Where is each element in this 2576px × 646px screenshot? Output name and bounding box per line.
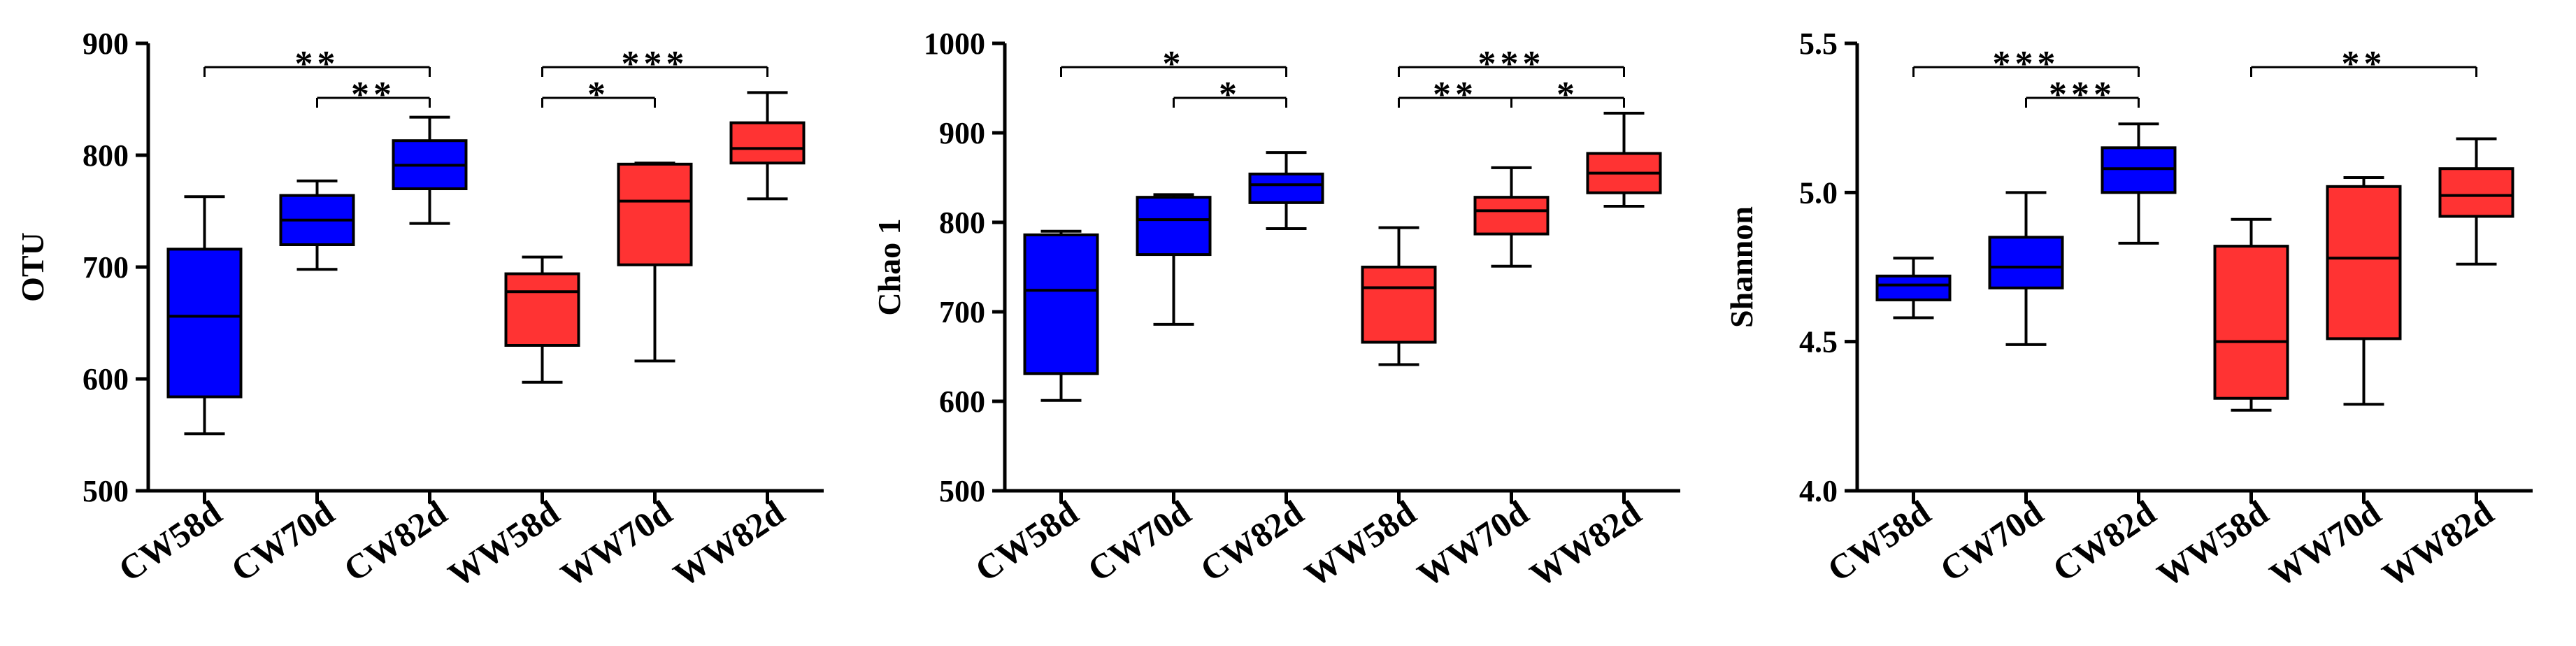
- significance-label: **: [2342, 44, 2387, 84]
- x-tick-label: WW82d: [1523, 493, 1648, 595]
- significance-label: **: [295, 44, 340, 84]
- box-cw70d: [1988, 191, 2064, 346]
- significance-bracket: *: [1173, 75, 1287, 115]
- box-ww82d: [729, 91, 806, 201]
- y-tick-label: 500: [83, 474, 129, 508]
- significance-label: ***: [1993, 44, 2060, 84]
- box-ww70d: [617, 162, 693, 363]
- significance-bracket: ***: [2025, 75, 2140, 115]
- box-cw58d: [166, 195, 243, 436]
- box-ww82d: [2438, 137, 2514, 266]
- box-ww82d: [1586, 111, 1662, 208]
- significance-label: **: [1433, 75, 1477, 115]
- iqr-box: [1136, 196, 1212, 257]
- y-axis-title: Shannon: [1724, 206, 1759, 328]
- significance-label: *: [1219, 75, 1241, 115]
- x-tick-label: WW70d: [554, 493, 679, 595]
- significance-bracket: ***: [1398, 44, 1625, 84]
- x-tick-label: WW58d: [2150, 493, 2275, 595]
- iqr-box: [1023, 233, 1099, 375]
- x-tick-label: CW82d: [2045, 493, 2162, 589]
- significance-bracket: *: [541, 75, 656, 115]
- y-tick-label: 900: [939, 116, 985, 150]
- x-tick-label: CW70d: [1080, 493, 1197, 589]
- x-tick-label: CW58d: [1820, 493, 1937, 589]
- y-tick-label: 5.5: [1799, 27, 1838, 61]
- panel-3: 4.04.55.05.5ShannonCW58dCW70dCW82dWW58dW…: [1724, 27, 2533, 595]
- iqr-box: [1361, 266, 1437, 344]
- y-tick-label: 700: [83, 250, 129, 285]
- x-tick-label: CW70d: [1933, 493, 2049, 589]
- iqr-box: [166, 247, 243, 399]
- iqr-box: [2438, 167, 2514, 218]
- box-cw58d: [1875, 257, 1952, 320]
- box-cw82d: [392, 115, 468, 225]
- iqr-box: [504, 272, 580, 347]
- x-tick-label: WW82d: [2375, 493, 2500, 595]
- y-tick-label: 5.0: [1799, 175, 1838, 210]
- x-tick-label: WW58d: [1298, 493, 1423, 595]
- box-cw82d: [1248, 151, 1324, 230]
- significance-label: ***: [1478, 44, 1545, 84]
- iqr-box: [1988, 236, 2064, 289]
- significance-bracket: **: [203, 44, 431, 84]
- y-tick-label: 4.5: [1799, 325, 1838, 359]
- box-ww58d: [1361, 226, 1437, 366]
- y-tick-label: 600: [83, 362, 129, 396]
- y-tick-label: 1000: [924, 27, 985, 61]
- y-tick-label: 800: [83, 138, 129, 173]
- iqr-box: [1875, 274, 1952, 301]
- box-cw82d: [2101, 122, 2177, 245]
- significance-bracket: **: [316, 75, 431, 115]
- x-tick-label: WW70d: [2263, 493, 2388, 595]
- x-tick-label: WW70d: [1410, 493, 1536, 595]
- significance-bracket: ***: [1912, 44, 2140, 84]
- panel-2: 500 600 700 800 900 1000 Chao 1 CW58dCW70dCW82d…: [871, 27, 1680, 595]
- significance-label: ***: [622, 44, 689, 84]
- y-tick-label: 900: [83, 27, 129, 61]
- x-tick-label: WW58d: [441, 493, 566, 595]
- x-tick-label: CW58d: [968, 493, 1085, 589]
- significance-label: *: [1557, 75, 1579, 115]
- iqr-box: [2101, 146, 2177, 194]
- x-tick-label: WW82d: [666, 493, 792, 595]
- box-cw70d: [1136, 193, 1212, 326]
- y-tick-label: 4.0: [1799, 474, 1838, 508]
- x-tick-label: CW82d: [1193, 493, 1310, 589]
- significance-label: *: [587, 75, 610, 115]
- x-tick-label: CW58d: [111, 493, 228, 589]
- y-tick-label: 600: [939, 385, 985, 419]
- box-ww58d: [2213, 217, 2289, 412]
- x-tick-label: CW70d: [224, 493, 341, 589]
- significance-bracket: *: [1510, 75, 1625, 115]
- significance-bracket: **: [2250, 44, 2477, 84]
- y-tick-label: 800: [939, 206, 985, 240]
- box-ww70d: [2326, 176, 2402, 406]
- y-tick-label: 500: [939, 474, 985, 508]
- box-ww70d: [1473, 166, 1550, 268]
- significance-label: **: [351, 75, 396, 115]
- box-ww58d: [504, 255, 580, 384]
- iqr-box: [617, 162, 693, 266]
- significance-label: *: [1163, 44, 1185, 84]
- box-cw58d: [1023, 229, 1099, 402]
- iqr-box: [729, 121, 806, 165]
- significance-bracket: *: [1060, 44, 1287, 84]
- iqr-box: [1473, 196, 1550, 236]
- box-cw70d: [279, 179, 355, 271]
- iqr-box: [2326, 185, 2402, 340]
- significance-label: ***: [2049, 75, 2116, 115]
- y-axis-title: Chao 1: [871, 218, 907, 315]
- significance-bracket: ***: [541, 44, 768, 84]
- x-tick-label: CW82d: [336, 493, 453, 589]
- iqr-box: [2213, 245, 2289, 400]
- y-axis-title: OTU: [15, 232, 50, 302]
- panel-1: 500600700800900OTUCW58dCW70dCW82dWW58dWW…: [15, 27, 824, 595]
- iqr-box: [1248, 172, 1324, 204]
- y-tick-label: 700: [939, 295, 985, 329]
